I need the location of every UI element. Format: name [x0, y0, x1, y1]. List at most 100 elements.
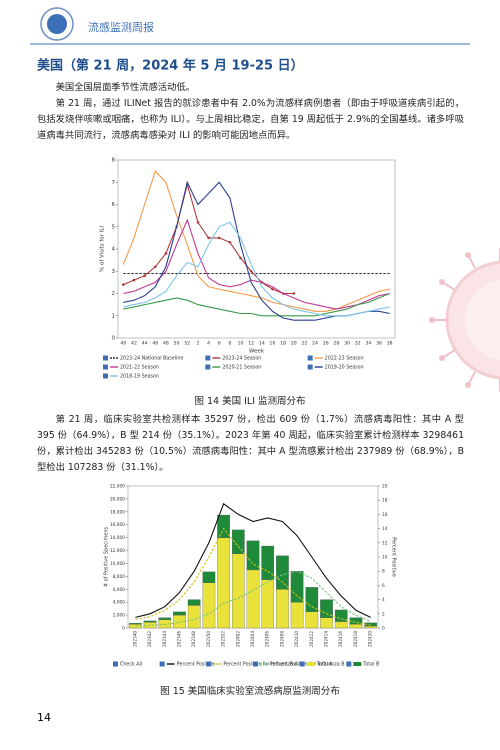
legend-checkbox [159, 661, 165, 667]
header-title: 流感监测周报 [88, 20, 154, 34]
x-tick-label: 48 [163, 341, 169, 347]
x-tick-label: 30 [344, 341, 350, 347]
y-tick-label: 2 [112, 291, 116, 297]
bar [290, 602, 304, 629]
section-title: 美国（第 21 周，2024 年 5 月 19-25 日） [37, 58, 304, 74]
virus-decoration [429, 248, 500, 392]
y-tick-label: 18,000 [110, 509, 125, 515]
y2-tick-label: 12 [382, 540, 388, 546]
x-tick-label: 18 [280, 341, 286, 347]
x-tick-label: 202420 [368, 631, 373, 647]
legend-label: 2020-21 Season [222, 365, 261, 371]
y-tick-label: 0 [122, 626, 125, 632]
bar [143, 620, 157, 623]
legend-checkbox [253, 661, 258, 667]
x-tick-label: 46 [152, 341, 158, 347]
y2-tick-label: 2 [382, 611, 385, 617]
y-tick-label: 8 [112, 158, 116, 164]
bar [334, 621, 348, 629]
legend-label: 2021-22 Season [120, 365, 159, 371]
bar [202, 571, 216, 583]
y2-tick-label: 6 [382, 583, 385, 589]
series-marker [207, 236, 210, 240]
paragraph: 第 21 周，通过 ILINet 报告的就诊患者中有 2.0%为流感样病例患者（… [37, 98, 464, 141]
x-tick-label: 52 [184, 341, 190, 347]
legend-label: 2023-24 National Baseline [120, 356, 183, 362]
y-tick-label: 6,000 [113, 587, 126, 593]
figure-caption: 图 14 美国 ILI 监测周分布 [194, 396, 306, 407]
x-tick-label: 10 [238, 341, 244, 347]
x-tick-label: 202410 [294, 631, 299, 647]
y2-axis-label: Percent Positive [391, 537, 397, 577]
legend-checkbox [113, 661, 118, 667]
x-tick-label: 202348 [191, 631, 196, 647]
bar [276, 555, 289, 590]
x-tick-label: 34 [365, 341, 371, 347]
bar [276, 589, 289, 629]
y-tick-label: 8,000 [113, 574, 126, 580]
y-tick-label: 0 [112, 336, 116, 342]
x-tick-label: 202416 [338, 631, 343, 647]
legend-checkbox [346, 661, 352, 667]
figure-caption: 图 15 美国临床实验室流感病原监测周分布 [160, 686, 340, 697]
y2-tick-label: 4 [382, 597, 385, 603]
y2-tick-label: 20 [382, 484, 388, 490]
header-logo [40, 7, 74, 41]
series-line [135, 570, 371, 627]
series-marker [239, 256, 242, 260]
bar [261, 579, 275, 629]
x-tick-label: 42 [131, 341, 137, 347]
series-marker [153, 265, 157, 269]
y2-tick-label: 18 [382, 498, 388, 504]
y2-tick-label: 14 [382, 526, 388, 532]
legend-label: Percent Positive [177, 662, 215, 668]
series-line [123, 221, 390, 317]
bar [290, 571, 304, 603]
series-marker [217, 236, 221, 240]
bar [158, 617, 172, 620]
x-tick-label: 20 [291, 341, 297, 347]
y-tick-label: 14,000 [110, 535, 125, 541]
x-tick-label: 14 [259, 341, 265, 347]
bar [231, 553, 245, 629]
bar [187, 605, 201, 629]
legend-checkbox [307, 364, 313, 370]
bar [364, 625, 377, 629]
series-marker [143, 274, 146, 278]
series-marker [228, 241, 232, 244]
series-marker [122, 283, 125, 286]
bar [349, 617, 363, 625]
y-tick-label: 1 [112, 313, 116, 319]
x-tick-label: 202352 [221, 631, 226, 647]
bar [320, 599, 333, 618]
x-tick-label: 202418 [353, 631, 358, 647]
paragraph: 第 21 周，临床实验室共检测样本 35297 份，检出 609 份（1.7%）… [37, 414, 464, 473]
x-tick-label: 202346 [176, 631, 181, 647]
legend-label: Total B [362, 662, 379, 668]
series-line [123, 292, 390, 317]
bar [246, 569, 260, 629]
bar [202, 582, 216, 629]
x-axis-label: Week [249, 349, 265, 355]
legend-label: 2023-24 Season [222, 356, 261, 362]
y-tick-label: 6 [112, 202, 116, 208]
x-tick-label: 202412 [309, 631, 314, 647]
bar [364, 622, 377, 627]
y-axis-label: # of Positive Specimens [104, 526, 110, 587]
x-tick-label: 40 [120, 341, 126, 347]
y-tick-label: 7 [112, 180, 116, 186]
series-marker [164, 252, 168, 255]
y-tick-label: 4 [112, 247, 116, 253]
legend-label: 2019-20 Season [325, 365, 364, 371]
x-tick-label: 202344 [162, 631, 167, 647]
x-tick-label: 24 [312, 341, 318, 347]
legend-label: Total A [316, 662, 334, 668]
x-tick-label: 26 [323, 341, 329, 347]
bar [246, 540, 260, 571]
bar [320, 617, 333, 629]
bar [231, 529, 245, 554]
y-axis-label: % of Visits for ILI [100, 226, 106, 272]
x-tick-label: 202406 [265, 631, 270, 647]
